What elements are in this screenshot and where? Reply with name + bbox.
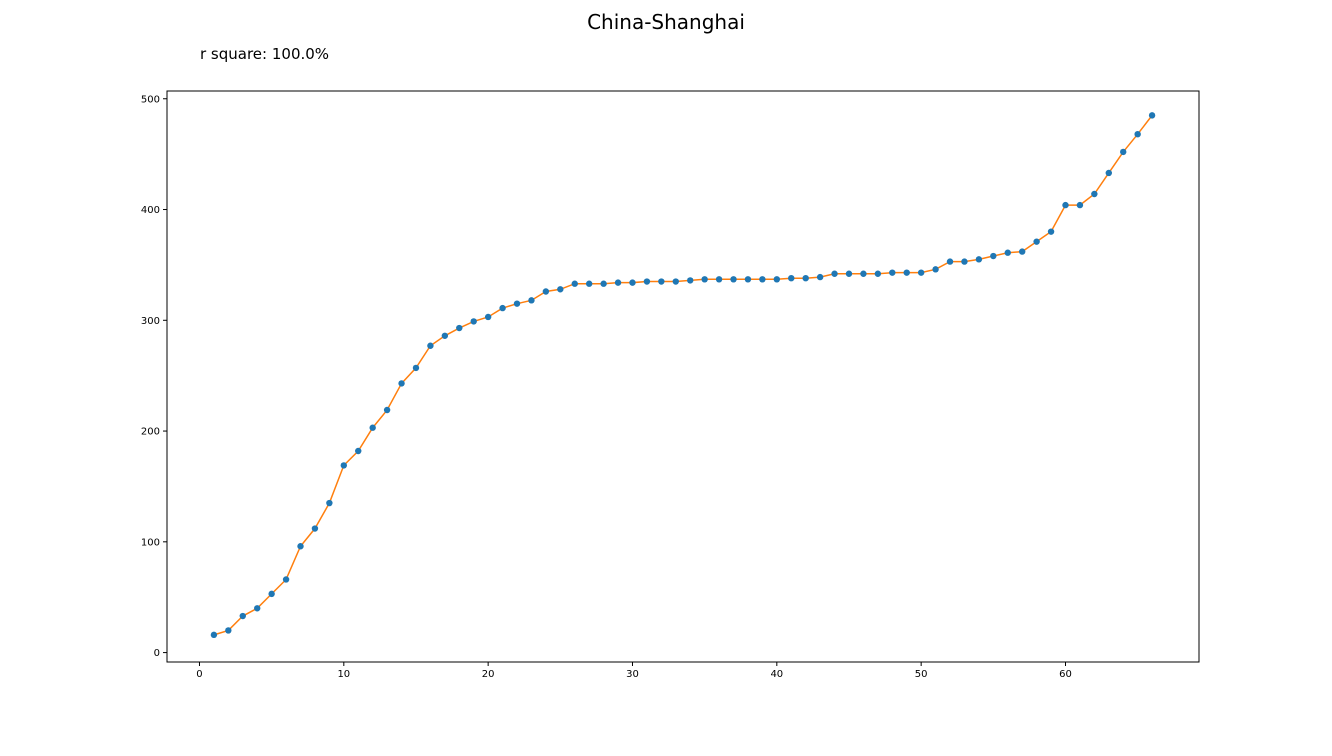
r-square-label: r square: 100.0%: [200, 45, 330, 63]
data-point: [802, 274, 809, 282]
data-point: [874, 270, 882, 277]
data-point: [845, 270, 853, 277]
x-tick-label: 60: [1059, 669, 1072, 680]
data-point: [903, 269, 910, 276]
chart-title: China-Shanghai: [587, 10, 745, 34]
data-point: [831, 270, 838, 277]
y-tick-label: 200: [141, 427, 160, 438]
data-point: [1134, 131, 1141, 138]
x-tick-label: 10: [337, 669, 350, 680]
data-points-series: [210, 112, 1156, 639]
data-point: [470, 318, 477, 325]
data-point: [513, 300, 521, 307]
data-point: [398, 380, 405, 387]
data-point: [282, 576, 290, 583]
data-point: [297, 543, 304, 550]
data-point: [1091, 190, 1098, 198]
data-point: [1047, 228, 1055, 235]
data-point: [715, 276, 723, 283]
data-point: [340, 462, 348, 469]
data-point: [528, 297, 535, 304]
data-point: [932, 266, 939, 273]
y-tick-label: 300: [141, 316, 160, 327]
data-point: [499, 304, 506, 312]
data-point: [210, 631, 218, 639]
data-point: [225, 627, 232, 634]
x-tick-label: 30: [626, 669, 639, 680]
data-point: [1004, 249, 1011, 256]
data-point: [643, 278, 651, 285]
data-point: [788, 274, 795, 282]
data-point: [1120, 148, 1127, 156]
y-tick-label: 400: [141, 205, 160, 216]
data-point: [1018, 248, 1026, 255]
data-point: [975, 256, 983, 263]
y-tick-label: 100: [141, 537, 160, 548]
x-tick-label: 20: [482, 669, 495, 680]
data-point: [730, 276, 737, 283]
data-point: [1105, 169, 1112, 177]
y-tick-label: 500: [141, 94, 160, 105]
data-point: [860, 270, 867, 277]
data-point: [1033, 238, 1040, 245]
x-tick-label: 40: [770, 669, 783, 680]
data-point: [484, 313, 492, 321]
data-point: [600, 280, 607, 287]
data-point: [744, 276, 752, 283]
data-point: [1148, 112, 1156, 119]
data-point: [816, 273, 824, 281]
data-point: [889, 269, 896, 276]
data-point: [557, 286, 564, 293]
data-point: [239, 612, 246, 620]
data-point: [254, 605, 261, 612]
axes-frame: [166, 90, 1200, 663]
data-point: [585, 280, 593, 287]
data-point: [961, 258, 968, 265]
x-tick-label: 50: [915, 669, 928, 680]
data-point: [427, 342, 434, 349]
data-point: [1062, 201, 1069, 209]
data-point: [369, 424, 376, 431]
y-tick-label: 0: [154, 648, 160, 659]
data-point: [311, 525, 319, 532]
data-point: [456, 324, 463, 332]
data-point: [355, 447, 362, 455]
data-point: [383, 406, 391, 414]
data-point: [326, 499, 333, 507]
y-axis: 0 100 200 300 400 500: [141, 94, 167, 659]
data-point: [268, 590, 275, 598]
data-point: [687, 277, 694, 284]
data-point: [441, 332, 449, 339]
x-tick-label: 0: [196, 669, 202, 680]
data-point: [990, 252, 997, 260]
data-point: [773, 276, 781, 283]
data-point: [946, 258, 954, 265]
x-axis: 0 10 20 30 40 50 60: [196, 662, 1072, 680]
data-point: [672, 278, 679, 285]
data-point: [917, 269, 925, 276]
data-point: [701, 276, 708, 283]
data-point: [571, 280, 578, 287]
data-point: [629, 279, 636, 286]
data-point: [658, 278, 665, 285]
data-point: [614, 279, 622, 286]
data-point: [1076, 201, 1084, 209]
data-point: [759, 276, 766, 283]
data-point: [542, 288, 550, 295]
data-point: [412, 364, 420, 372]
